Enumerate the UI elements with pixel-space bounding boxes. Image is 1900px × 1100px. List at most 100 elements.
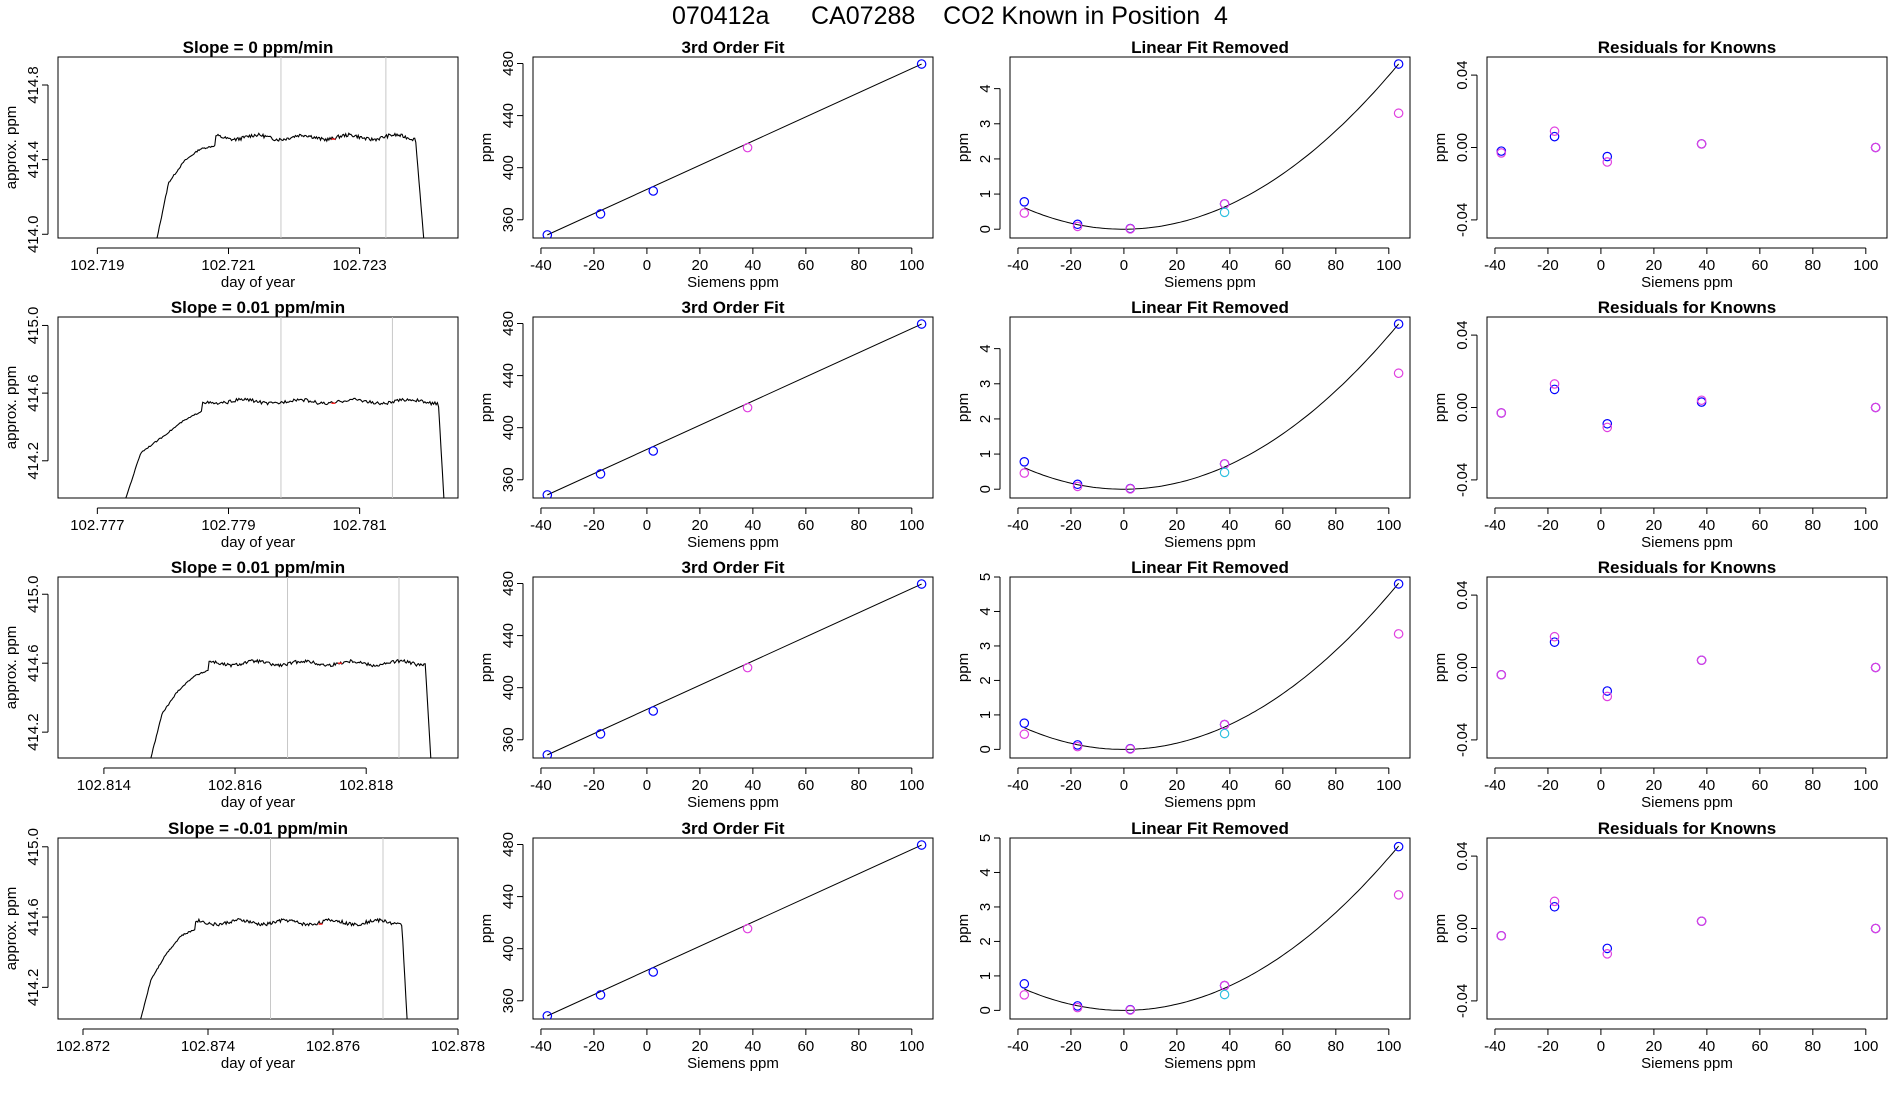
y-tick-label: 4 [977, 344, 994, 352]
data-point [1393, 629, 1404, 639]
y-tick-label: 4 [977, 607, 994, 615]
fit-curve [1024, 63, 1399, 230]
data-point [1072, 221, 1083, 232]
data-point [1072, 1002, 1083, 1013]
plot-marks [1019, 59, 1404, 234]
chart-panel-r1-c3: Linear Fit Removed-40 -20 0 20 40 60 80 100Siem… [955, 38, 1411, 291]
y-tick-label: 414.4 [25, 141, 42, 179]
x-axis-label: Siemens ppm [1641, 274, 1733, 291]
x-tick-label: 40 [1699, 257, 1716, 274]
data-trace [156, 132, 425, 238]
data-point [1072, 741, 1083, 752]
y-tick-label: 480 [500, 832, 517, 857]
plot-marks [140, 838, 408, 1019]
x-tick-label: 80 [850, 257, 867, 274]
y-axis-label: approx. ppm [3, 626, 20, 709]
data-point [1019, 990, 1030, 1000]
x-tick-label: -40 [530, 517, 552, 534]
x-tick-label: -40 [1007, 777, 1029, 794]
chart-title: Slope = 0 ppm/min [183, 38, 334, 57]
plot-marks [1496, 896, 1881, 959]
y-tick-label: 415.0 [25, 575, 42, 613]
y-tick-label: 440 [500, 103, 517, 128]
x-tick-label: -20 [1537, 1038, 1559, 1055]
chart-title: 3rd Order Fit [682, 819, 785, 838]
x-axis-label: Siemens ppm [687, 274, 779, 291]
x-tick-label: 0 [1597, 777, 1605, 794]
x-tick-label: 40 [745, 257, 762, 274]
data-point [1602, 157, 1613, 167]
data-point [1696, 655, 1707, 666]
data-point [1019, 718, 1030, 728]
data-point [1870, 662, 1881, 673]
data-point [542, 750, 553, 758]
data-point [1219, 989, 1230, 1000]
x-tick-label: 100 [1376, 777, 1401, 794]
fit-curve [1024, 845, 1399, 1011]
x-tick-label: 20 [692, 257, 709, 274]
y-tick-label: 3 [977, 903, 994, 911]
y-tick-label: 0.04 [1454, 580, 1471, 609]
fit-line [547, 583, 922, 756]
data-point [1549, 901, 1560, 912]
x-tick-label: -40 [1484, 517, 1506, 534]
data-point [742, 402, 753, 413]
x-tick-label: 60 [1275, 1038, 1292, 1055]
y-tick-label: 2 [977, 155, 994, 163]
x-tick-label: 100 [899, 257, 924, 274]
x-tick-label: 60 [798, 1038, 815, 1055]
data-point [1496, 930, 1507, 941]
x-axis-label: Siemens ppm [1164, 274, 1256, 291]
y-tick-label: 3 [977, 642, 994, 650]
x-tick-label: 100 [1376, 517, 1401, 534]
x-tick-label: 80 [1804, 1038, 1821, 1055]
y-tick-label: 400 [500, 155, 517, 180]
x-tick-label: 60 [1275, 517, 1292, 534]
chart-title: Slope = 0.01 ppm/min [171, 558, 345, 577]
data-point [542, 1011, 553, 1019]
data-point [1549, 896, 1560, 907]
x-tick-label: -20 [1060, 1038, 1082, 1055]
x-tick-label: 20 [1169, 257, 1186, 274]
x-tick-label: 80 [1804, 517, 1821, 534]
data-point [1496, 408, 1507, 418]
plot-frame [57, 837, 459, 1020]
plot-frame [57, 576, 459, 759]
x-tick-label: -40 [530, 1038, 552, 1055]
y-tick-label: -0.04 [1454, 463, 1471, 497]
data-point [1549, 637, 1560, 647]
y-tick-label: 2 [977, 937, 994, 945]
x-tick-label: 40 [1699, 1038, 1716, 1055]
y-tick-label: -0.04 [1454, 203, 1471, 237]
plot-marks [542, 840, 927, 1019]
data-point [1602, 949, 1613, 959]
y-tick-label: 360 [500, 207, 517, 232]
x-tick-label: 102.781 [333, 517, 387, 534]
y-tick-label: 415.0 [25, 307, 42, 345]
data-point [1393, 841, 1404, 852]
y-axis-label: approx. ppm [3, 366, 20, 449]
data-point [595, 469, 606, 479]
y-tick-label: 360 [500, 467, 517, 492]
y-tick-label: -0.04 [1454, 723, 1471, 757]
y-tick-label: 0.00 [1454, 653, 1471, 682]
plot-marks [542, 319, 927, 498]
x-tick-label: 20 [692, 777, 709, 794]
data-point [1549, 379, 1560, 389]
y-axis-label: approx. ppm [3, 887, 20, 970]
x-tick-label: 60 [1752, 257, 1769, 274]
x-tick-label: 40 [1222, 777, 1239, 794]
x-tick-label: 0 [643, 257, 651, 274]
chart-title: Residuals for Knowns [1598, 38, 1777, 57]
chart-title: 3rd Order Fit [682, 38, 785, 57]
y-tick-label: 414.2 [25, 969, 42, 1007]
y-tick-label: 480 [500, 571, 517, 596]
data-point [1019, 468, 1030, 478]
x-tick-label: 100 [1376, 257, 1401, 274]
x-tick-label: -40 [1007, 257, 1029, 274]
y-tick-label: 1 [977, 450, 994, 458]
x-tick-label: 102.872 [56, 1038, 110, 1055]
data-point [742, 923, 753, 934]
y-tick-label: 4 [977, 84, 994, 92]
data-point [1393, 108, 1404, 119]
